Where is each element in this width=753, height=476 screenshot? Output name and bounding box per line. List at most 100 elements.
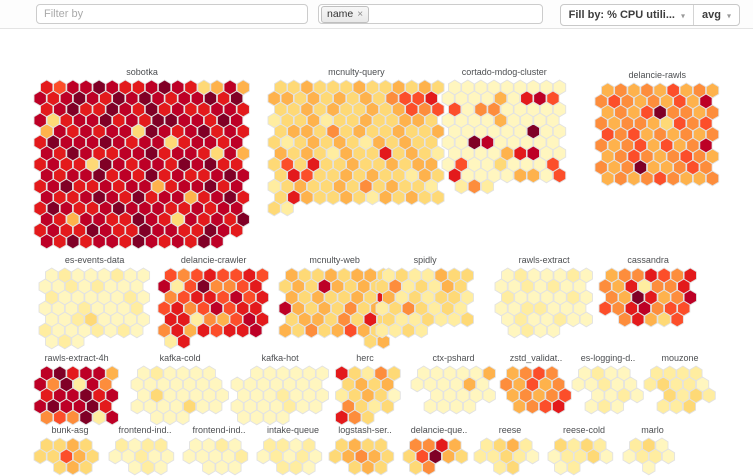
host-hexagon[interactable] bbox=[391, 189, 406, 206]
host-hexagon[interactable] bbox=[250, 409, 264, 426]
host-hexagon[interactable] bbox=[118, 233, 132, 250]
host-hexagon[interactable] bbox=[539, 167, 554, 184]
host-hexagon[interactable] bbox=[666, 170, 680, 187]
host-hexagon[interactable] bbox=[339, 189, 353, 206]
host-hexagon[interactable] bbox=[431, 189, 445, 206]
host-hexagon[interactable] bbox=[579, 311, 593, 328]
host-hexagon[interactable] bbox=[117, 322, 131, 339]
host-hexagon[interactable] bbox=[507, 322, 521, 339]
host-hexagon[interactable] bbox=[79, 233, 93, 250]
host-hexagon[interactable] bbox=[405, 189, 419, 206]
host-hexagon[interactable] bbox=[627, 170, 641, 187]
host-hexagon[interactable] bbox=[317, 322, 332, 339]
host-hexagon[interactable] bbox=[53, 409, 67, 426]
filter-input[interactable] bbox=[36, 4, 308, 24]
host-hexagon[interactable] bbox=[513, 167, 527, 184]
host-hexagon[interactable] bbox=[236, 322, 250, 339]
host-hexagon[interactable] bbox=[410, 376, 424, 393]
host-hexagon[interactable] bbox=[144, 233, 159, 250]
host-hexagon[interactable] bbox=[597, 398, 611, 415]
host-hexagon[interactable] bbox=[462, 398, 477, 415]
host-hexagon[interactable] bbox=[567, 459, 581, 476]
host-hexagon[interactable] bbox=[237, 409, 251, 426]
host-hexagon[interactable] bbox=[640, 170, 654, 187]
host-hexagon[interactable] bbox=[554, 459, 568, 476]
host-hexagon[interactable] bbox=[449, 398, 464, 415]
host-hexagon[interactable] bbox=[164, 333, 178, 350]
host-hexagon[interactable] bbox=[656, 398, 670, 415]
host-hexagon[interactable] bbox=[380, 398, 395, 415]
host-hexagon[interactable] bbox=[130, 398, 144, 415]
host-hexagon[interactable] bbox=[352, 189, 366, 206]
host-hexagon[interactable] bbox=[256, 448, 270, 465]
host-hexagon[interactable] bbox=[209, 322, 224, 339]
host-hexagon[interactable] bbox=[150, 409, 164, 426]
host-hexagon[interactable] bbox=[520, 322, 534, 339]
host-hexagon[interactable] bbox=[105, 409, 119, 426]
host-hexagon[interactable] bbox=[53, 233, 67, 250]
host-hexagon[interactable] bbox=[454, 448, 469, 465]
host-hexagon[interactable] bbox=[92, 233, 106, 250]
host-hexagon[interactable] bbox=[692, 170, 707, 187]
host-hexagon[interactable] bbox=[79, 459, 93, 476]
host-hexagon[interactable] bbox=[653, 170, 667, 187]
host-hexagon[interactable] bbox=[53, 459, 67, 476]
host-hexagon[interactable] bbox=[493, 459, 507, 476]
host-hexagon[interactable] bbox=[618, 311, 632, 328]
host-hexagon[interactable] bbox=[66, 459, 80, 476]
host-hexagon[interactable] bbox=[348, 459, 362, 476]
host-hexagon[interactable] bbox=[661, 448, 676, 465]
host-hexagon[interactable] bbox=[157, 233, 172, 250]
host-hexagon[interactable] bbox=[376, 333, 391, 350]
host-hexagon[interactable] bbox=[374, 459, 388, 476]
host-hexagon[interactable] bbox=[108, 448, 122, 465]
host-hexagon[interactable] bbox=[657, 311, 671, 328]
host-hexagon[interactable] bbox=[682, 398, 697, 415]
host-hexagon[interactable] bbox=[622, 448, 636, 465]
host-hexagon[interactable] bbox=[447, 311, 461, 328]
host-hexagon[interactable] bbox=[422, 459, 436, 476]
host-hexagon[interactable] bbox=[454, 178, 468, 195]
host-hexagon[interactable] bbox=[154, 459, 168, 476]
host-hexagon[interactable] bbox=[267, 200, 281, 217]
host-hexagon[interactable] bbox=[177, 333, 191, 350]
host-hexagon[interactable] bbox=[643, 376, 657, 393]
host-hexagon[interactable] bbox=[163, 409, 177, 426]
host-hexagon[interactable] bbox=[276, 409, 290, 426]
host-hexagon[interactable] bbox=[552, 167, 567, 184]
host-hexagon[interactable] bbox=[441, 448, 456, 465]
host-hexagon[interactable] bbox=[584, 398, 598, 415]
host-hexagon[interactable] bbox=[702, 387, 716, 404]
host-hexagon[interactable] bbox=[326, 189, 340, 206]
host-hexagon[interactable] bbox=[131, 233, 146, 250]
host-hexagon[interactable] bbox=[128, 459, 142, 476]
host-hexagon[interactable] bbox=[291, 322, 305, 339]
host-hexagon[interactable] bbox=[45, 333, 59, 350]
host-hexagon[interactable] bbox=[436, 398, 450, 415]
host-hexagon[interactable] bbox=[209, 398, 223, 415]
host-hexagon[interactable] bbox=[348, 409, 362, 426]
host-hexagon[interactable] bbox=[215, 459, 229, 476]
host-hexagon[interactable] bbox=[467, 178, 481, 195]
host-hexagon[interactable] bbox=[40, 409, 54, 426]
fill-by-select[interactable]: Fill by: % CPU utili... ▾ bbox=[561, 5, 693, 25]
host-hexagon[interactable] bbox=[196, 322, 211, 339]
host-hexagon[interactable] bbox=[414, 322, 429, 339]
host-hexagon[interactable] bbox=[551, 398, 566, 415]
host-hexagon[interactable] bbox=[388, 322, 402, 339]
host-hexagon[interactable] bbox=[58, 333, 72, 350]
host-hexagon[interactable] bbox=[296, 398, 310, 415]
host-hexagon[interactable] bbox=[313, 189, 327, 206]
host-hexagon[interactable] bbox=[33, 448, 47, 465]
host-hexagon[interactable] bbox=[184, 233, 198, 250]
host-hexagon[interactable] bbox=[679, 170, 693, 187]
host-hexagon[interactable] bbox=[631, 311, 645, 328]
host-hexagon[interactable] bbox=[105, 233, 119, 250]
host-hexagon[interactable] bbox=[669, 398, 683, 415]
remove-tag-icon[interactable]: × bbox=[357, 8, 364, 20]
aggregation-select[interactable]: avg ▾ bbox=[693, 5, 739, 25]
host-hexagon[interactable] bbox=[202, 459, 216, 476]
host-hexagon[interactable] bbox=[586, 448, 601, 465]
host-hexagon[interactable] bbox=[92, 409, 106, 426]
host-hexagon[interactable] bbox=[90, 322, 105, 339]
